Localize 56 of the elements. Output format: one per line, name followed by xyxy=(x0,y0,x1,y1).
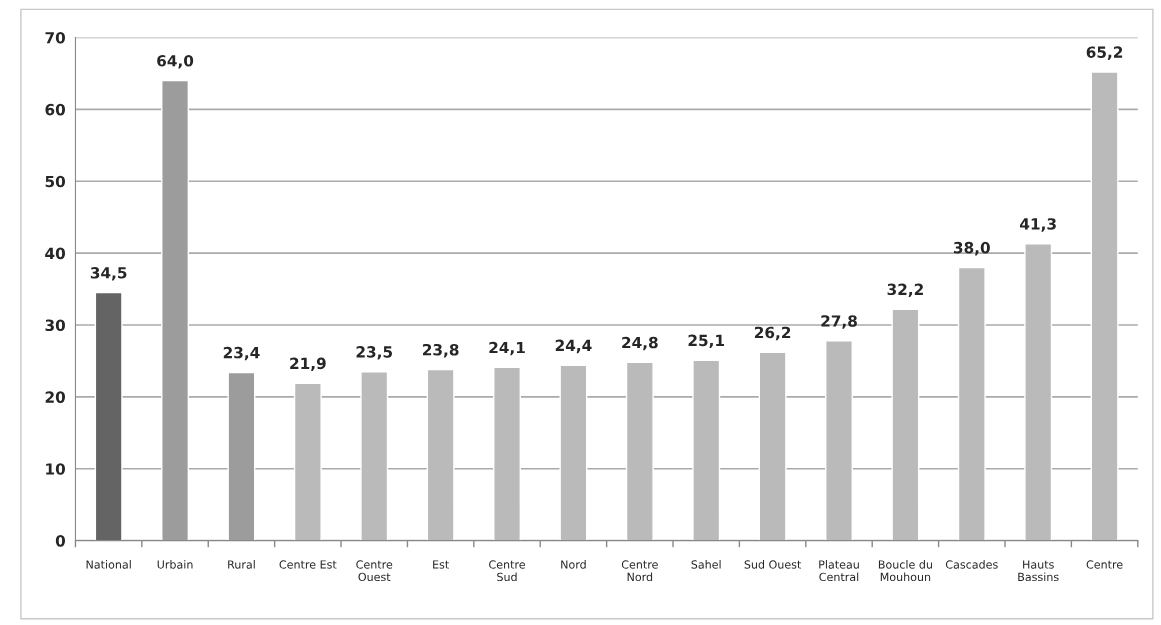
bar xyxy=(559,364,588,541)
x-tick-label: Boucle du Mouhoun xyxy=(878,560,932,582)
bar xyxy=(625,361,654,541)
data-label: 23,8 xyxy=(423,343,459,358)
data-label: 41,3 xyxy=(1020,218,1056,232)
bar xyxy=(1090,71,1119,541)
x-tick-label: Centre Sud xyxy=(489,560,526,582)
x-tick-label: Centre Ouest xyxy=(356,560,393,582)
bar xyxy=(161,79,190,541)
data-label: 24,8 xyxy=(622,336,658,351)
data-label: 24,4 xyxy=(555,339,592,354)
x-tick-label: Centre Est xyxy=(279,560,337,569)
bar xyxy=(493,366,522,541)
data-label: 23,5 xyxy=(356,346,393,360)
x-tick-label: Est xyxy=(433,560,449,569)
bar xyxy=(94,291,123,541)
bar xyxy=(957,266,986,541)
y-tick-label: 60 xyxy=(45,103,66,116)
bar xyxy=(1024,243,1053,541)
y-tick-label: 0 xyxy=(55,535,66,547)
bar xyxy=(426,368,455,541)
x-tick-label: Rural xyxy=(228,560,255,569)
x-tick-label: Hauts Bassins xyxy=(1018,560,1059,582)
y-tick-label: 50 xyxy=(45,175,66,188)
bar xyxy=(293,382,322,541)
data-label: 21,9 xyxy=(290,357,326,372)
data-label: 24,1 xyxy=(489,341,525,356)
bar xyxy=(758,351,787,541)
x-tick-label: Urbain xyxy=(157,560,193,569)
x-tick-label: Centre xyxy=(1086,560,1123,569)
y-tick-label: 40 xyxy=(45,247,66,260)
x-tick-label: Centre Nord xyxy=(621,560,658,582)
x-tick-label: Plateau Central xyxy=(819,560,859,582)
y-tick-label: 70 xyxy=(45,31,66,44)
data-label: 34,5 xyxy=(90,267,127,281)
data-label: 23,4 xyxy=(223,346,260,361)
x-tick-label: Cascades xyxy=(945,560,998,569)
data-label: 26,2 xyxy=(754,326,791,341)
y-tick-label: 10 xyxy=(46,463,66,475)
data-label: 27,8 xyxy=(821,315,857,329)
bar xyxy=(227,371,256,541)
bar xyxy=(692,359,721,541)
data-label: 32,2 xyxy=(887,283,923,298)
x-tick-label: Sud Ouest xyxy=(744,560,802,569)
bar xyxy=(825,340,853,541)
data-label: 25,1 xyxy=(688,334,725,349)
bar xyxy=(891,308,920,541)
x-tick-label: Sahel xyxy=(691,560,721,569)
data-label: 64,0 xyxy=(157,55,194,69)
data-label: 38,0 xyxy=(953,241,990,256)
x-tick-label: Nord xyxy=(561,560,586,569)
y-tick-label: 20 xyxy=(45,391,66,403)
bar xyxy=(360,371,389,541)
data-label: 65,2 xyxy=(1086,46,1123,60)
y-tick-label: 30 xyxy=(45,319,66,332)
x-tick-label: National xyxy=(86,560,131,569)
